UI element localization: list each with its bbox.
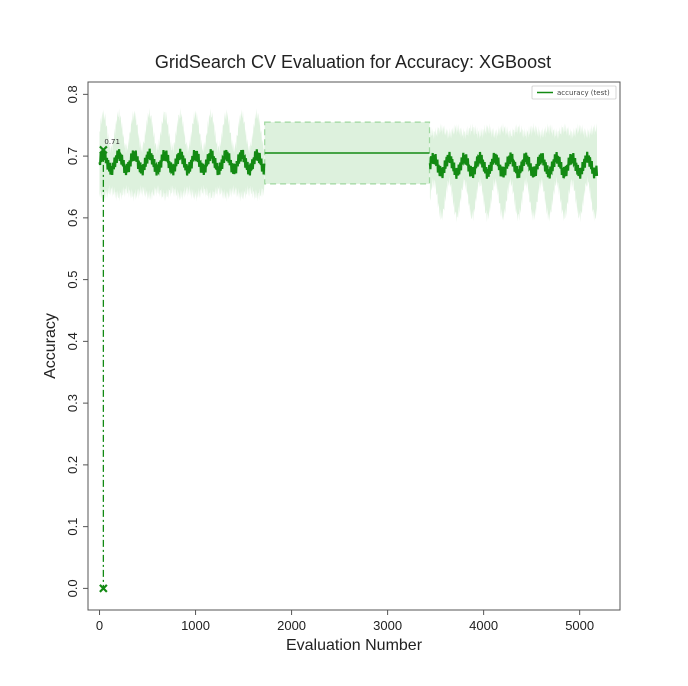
x-tick-label: 2000 bbox=[277, 618, 306, 633]
series-line-segment bbox=[428, 151, 599, 180]
y-axis-label: Accuracy bbox=[42, 313, 59, 379]
x-axis-label: Evaluation Number bbox=[286, 637, 423, 654]
legend-entry: accuracy (test) bbox=[557, 89, 610, 97]
chart-title: GridSearch CV Evaluation for Accuracy: X… bbox=[155, 52, 551, 72]
plot-frame bbox=[87, 81, 621, 611]
y-tick-label: 0.2 bbox=[65, 456, 80, 474]
y-tick-label: 0.4 bbox=[65, 332, 80, 350]
x-tick-label: 1000 bbox=[181, 618, 210, 633]
x-tick-label: 3000 bbox=[373, 618, 402, 633]
legend-box bbox=[531, 85, 617, 100]
marker-annotation: 0.71 bbox=[104, 138, 120, 146]
y-tick-label: 0.0 bbox=[65, 579, 80, 597]
y-tick-label: 0.8 bbox=[65, 85, 80, 103]
x-tick-label: 5000 bbox=[565, 618, 594, 633]
x-axis-ticks: 0 1000 2000 3000 4000 5000 bbox=[96, 610, 594, 633]
y-tick-label: 0.5 bbox=[65, 271, 80, 289]
y-tick-label: 0.3 bbox=[65, 394, 80, 412]
confidence-band-layer bbox=[99, 108, 597, 223]
legend: accuracy (test) bbox=[531, 85, 617, 100]
x-tick-label: 0 bbox=[96, 618, 103, 633]
x-tick-label: 4000 bbox=[469, 618, 498, 633]
series-line-segment bbox=[98, 148, 266, 176]
marker-layer: 0.71 bbox=[99, 138, 120, 593]
y-tick-label: 0.1 bbox=[65, 518, 80, 536]
series-line-layer bbox=[98, 148, 599, 180]
y-tick-label: 0.6 bbox=[65, 209, 80, 227]
y-tick-label: 0.7 bbox=[65, 147, 80, 165]
y-axis-ticks: 0.0 0.1 0.2 0.3 0.4 0.5 0.6 0.7 0.8 bbox=[65, 85, 88, 597]
best-marker-1 bbox=[99, 584, 108, 593]
best-marker-0 bbox=[99, 145, 108, 155]
confidence-band bbox=[429, 122, 597, 223]
